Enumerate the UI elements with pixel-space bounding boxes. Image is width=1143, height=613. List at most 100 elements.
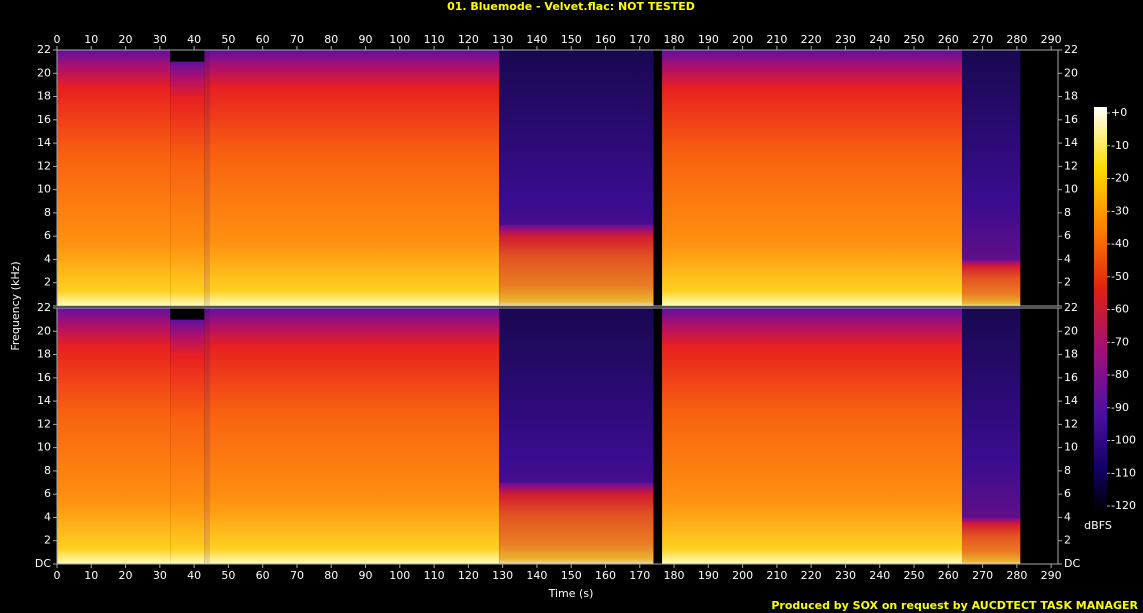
x-tick-label: 110 (424, 569, 445, 582)
y-tick-label: 8 (1064, 206, 1071, 219)
spectral-segment (499, 482, 654, 564)
x-tick-label: 10 (84, 569, 98, 582)
y-tick-label: 14 (37, 394, 51, 407)
x-tick-label: 20 (119, 569, 133, 582)
x-tick-label: 250 (904, 569, 925, 582)
x-tick-label: 290 (1041, 33, 1062, 46)
y-tick-label: DC (1064, 557, 1080, 570)
spectral-segment (170, 319, 205, 564)
y-tick-label: 4 (44, 252, 51, 265)
x-tick-label: 130 (492, 33, 513, 46)
y-tick-label: DC (35, 557, 51, 570)
colorbar-tick-label: -20 (1111, 172, 1129, 185)
y-tick-label: 22 (1064, 43, 1078, 56)
x-tick-label: 30 (153, 33, 167, 46)
x-tick-label: 160 (595, 33, 616, 46)
colorbar-tick-label: -30 (1111, 204, 1129, 217)
spectral-segment (209, 50, 500, 306)
y-tick-label: 16 (1064, 113, 1078, 126)
x-tick-label: 250 (904, 33, 925, 46)
y-tick-label: 10 (1064, 183, 1078, 196)
x-tick-label: 20 (119, 33, 133, 46)
spectral-segment (57, 308, 171, 564)
y-tick-label: 12 (1064, 417, 1078, 430)
y-tick-label: 22 (1064, 301, 1078, 314)
x-tick-label: 240 (869, 569, 890, 582)
y-tick-label: 10 (37, 441, 51, 454)
x-tick-label: 50 (221, 569, 235, 582)
x-tick-label: 280 (1006, 569, 1027, 582)
footer: Produced by SOX on request by AUCDTECT T… (771, 599, 1138, 612)
panel-frame (56, 49, 1059, 307)
x-tick-label: 60 (256, 33, 270, 46)
x-tick-label: 130 (492, 569, 513, 582)
colorbar-tick-label: -60 (1111, 303, 1129, 316)
x-axis-label: Time (s) (548, 587, 594, 600)
colorbar-label: dBFS (1084, 519, 1112, 532)
y-tick-label: 20 (37, 324, 51, 337)
x-tick-label: 260 (938, 33, 959, 46)
spectral-segment (962, 259, 1021, 306)
x-tick-label: 10 (84, 33, 98, 46)
panel-frame (56, 307, 1059, 565)
y-axis-label: Frequency (kHz) (9, 261, 22, 350)
spectral-segment (204, 50, 210, 306)
colorbar-tick-label: -70 (1111, 335, 1129, 348)
x-tick-label: 60 (256, 569, 270, 582)
x-tick-label: 210 (766, 33, 787, 46)
x-tick-label: 190 (698, 33, 719, 46)
x-tick-label: 40 (187, 33, 201, 46)
x-tick-label: 80 (324, 569, 338, 582)
x-tick-label: 90 (359, 33, 373, 46)
spectral-segment (662, 308, 963, 564)
x-tick-label: 90 (359, 569, 373, 582)
colorbar-tick-label: -120 (1111, 499, 1136, 512)
y-tick-label: 4 (44, 510, 51, 523)
y-tick-label: 6 (1064, 487, 1071, 500)
y-tick-label: 18 (1064, 348, 1078, 361)
y-tick-label: 22 (37, 43, 51, 56)
y-tick-label: 16 (1064, 371, 1078, 384)
x-tick-label: 150 (561, 569, 582, 582)
y-tick-label: 18 (37, 348, 51, 361)
x-tick-label: 170 (629, 33, 650, 46)
colorbar (1094, 107, 1107, 512)
y-tick-label: 14 (1064, 136, 1078, 149)
x-tick-label: 120 (458, 569, 479, 582)
colorbar-tick-label: +0 (1111, 106, 1127, 119)
y-tick-label: 6 (44, 229, 51, 242)
y-tick-label: 2 (1064, 534, 1071, 547)
x-tick-label: 0 (54, 569, 61, 582)
y-tick-label: 20 (37, 66, 51, 79)
x-tick-label: 150 (561, 33, 582, 46)
y-tick-label: 6 (44, 487, 51, 500)
y-tick-label: 20 (1064, 324, 1078, 337)
y-tick-label: 18 (37, 90, 51, 103)
y-tick-label: 8 (44, 464, 51, 477)
x-tick-label: 50 (221, 33, 235, 46)
x-tick-label: 70 (290, 33, 304, 46)
x-tick-label: 240 (869, 33, 890, 46)
spectral-segment (499, 224, 654, 306)
x-tick-label: 220 (801, 569, 822, 582)
colorbar-tick-label: -50 (1111, 270, 1129, 283)
colorbar-tick-label: -100 (1111, 434, 1136, 447)
x-tick-label: 70 (290, 569, 304, 582)
x-tick-label: 30 (153, 569, 167, 582)
x-tick-label: 230 (835, 569, 856, 582)
spectral-segment (962, 517, 1021, 564)
y-tick-label: 10 (37, 183, 51, 196)
y-tick-label: 2 (44, 534, 51, 547)
spectral-segment (662, 50, 963, 306)
colorbar-tick-label: -110 (1111, 466, 1136, 479)
y-tick-label: 2 (1064, 276, 1071, 289)
chart-title: 01. Bluemode - Velvet.flac: NOT TESTED (447, 0, 695, 13)
x-tick-label: 80 (324, 33, 338, 46)
x-tick-label: 110 (424, 33, 445, 46)
y-tick-label: 6 (1064, 229, 1071, 242)
x-tick-label: 190 (698, 569, 719, 582)
x-tick-label: 220 (801, 33, 822, 46)
x-tick-label: 280 (1006, 33, 1027, 46)
x-tick-label: 200 (732, 33, 753, 46)
